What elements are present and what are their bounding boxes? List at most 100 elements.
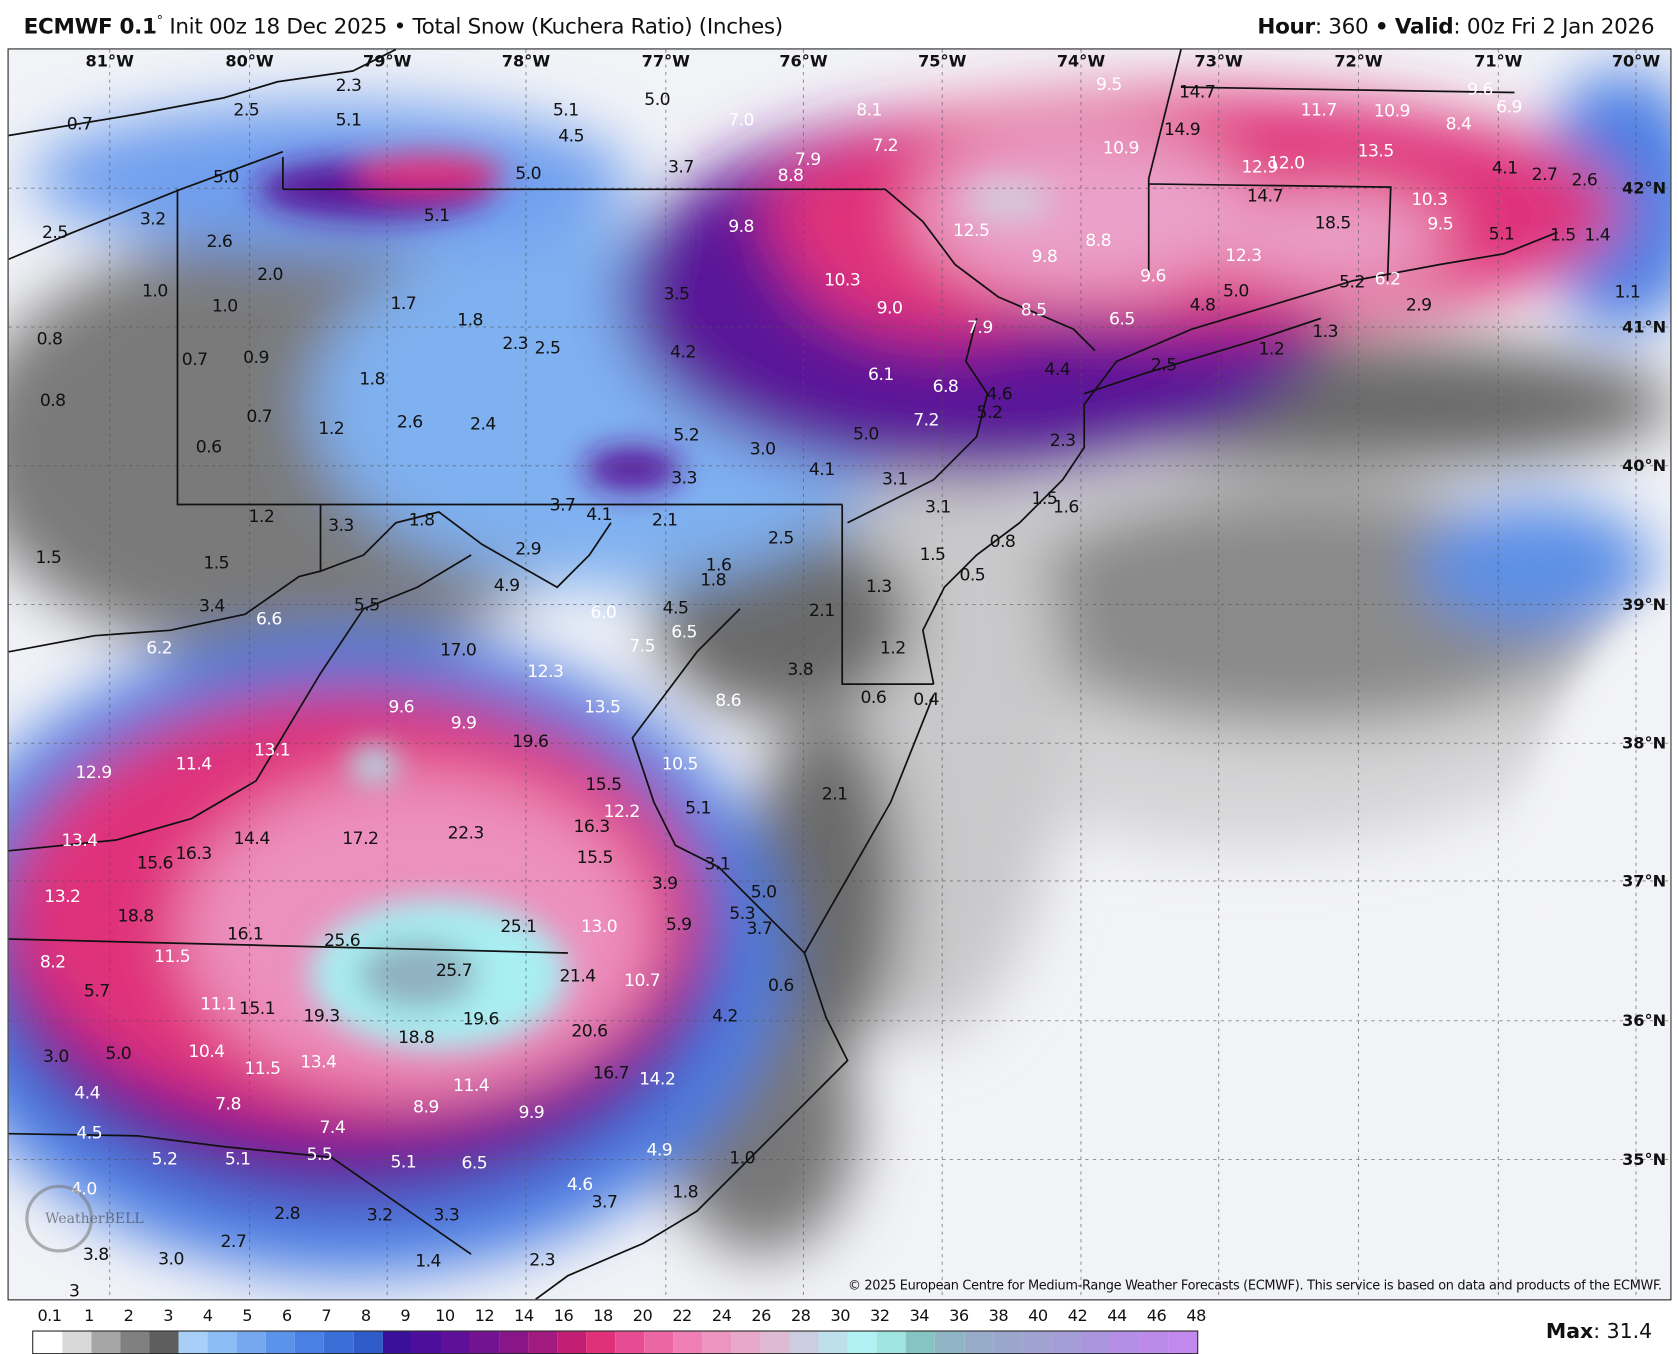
snow-total-label: 5.1 (224, 1148, 251, 1169)
snow-total-label: 8.2 (39, 951, 66, 972)
legend-color-swatch (586, 1331, 616, 1354)
snow-total-label: 4.4 (1044, 358, 1071, 380)
legend-color-swatch (207, 1331, 237, 1354)
legend-color-swatch (877, 1331, 907, 1354)
snow-total-label: 9.9 (450, 712, 477, 734)
snow-total-label: 7.4 (319, 1117, 346, 1138)
logo-text: WeatherBELL (45, 1211, 144, 1228)
snow-total-label: 2.6 (206, 230, 233, 252)
color-legend-bar (32, 1330, 1199, 1354)
snow-total-label: 13.0 (581, 915, 618, 937)
snow-total-label: 4.1 (586, 503, 612, 525)
snow-total-label: 13.5 (1357, 140, 1395, 161)
snow-total-label: 6.2 (1374, 268, 1401, 289)
snow-total-label: 0.8 (39, 389, 66, 411)
snow-total-label: 1.2 (879, 637, 906, 658)
snow-total-label: 1.1 (1614, 281, 1641, 302)
logo-globe-icon (25, 1184, 94, 1253)
snow-total-label: 12.5 (953, 219, 990, 241)
snow-total-label: 0.4 (913, 688, 939, 710)
legend-tick-label: 4 (202, 1305, 213, 1326)
snow-total-label: 3.2 (139, 208, 166, 229)
longitude-label: 78°W (501, 51, 551, 71)
legend-tick-label: 24 (711, 1305, 732, 1326)
snow-total-label: 0.8 (36, 328, 63, 350)
hour-value: : 360 (1314, 12, 1369, 39)
snow-total-label: 3.3 (328, 514, 354, 536)
snow-total-label: 2.3 (1049, 429, 1076, 451)
legend-tick-label: 32 (870, 1305, 890, 1326)
snow-total-label: 8.8 (777, 165, 804, 186)
snow-total-label: 5.5 (306, 1143, 333, 1165)
snow-total-label: 2.1 (651, 509, 678, 530)
snow-total-label: 1.5 (35, 546, 62, 568)
latitude-label: 36°N (1622, 1011, 1667, 1031)
snow-total-label: 5.1 (552, 99, 579, 120)
legend-color-swatch (382, 1331, 412, 1354)
snow-total-label: 3.1 (882, 468, 908, 489)
legend-tick-label: 20 (632, 1305, 653, 1326)
snow-total-label: 12.9 (75, 762, 112, 783)
longitude-label: 77°W (641, 51, 690, 71)
snow-total-label: 4.1 (1491, 157, 1518, 179)
legend-tick-label: 3 (163, 1305, 173, 1326)
snow-total-label: 25.7 (435, 959, 473, 981)
snow-total-label: 3.1 (925, 496, 951, 517)
legend-color-swatch (149, 1331, 179, 1354)
snow-total-label: 1.8 (700, 569, 727, 590)
snow-total-label: 16.1 (227, 923, 264, 944)
legend-tick-label: 38 (988, 1305, 1009, 1326)
snow-total-label: 15.1 (238, 997, 276, 1019)
snow-field (8, 49, 1671, 1300)
snow-total-label: 10.9 (1102, 137, 1140, 158)
snow-total-label: 3.7 (591, 1191, 618, 1212)
longitude-label: 70°W (1611, 51, 1661, 71)
product-name: Total Snow (Kuchera Ratio) (Inches) (412, 12, 783, 39)
legend-tick-label: 12 (474, 1305, 495, 1326)
snow-total-label: 7.5 (629, 635, 656, 656)
map-area[interactable]: 81°W 80°W 79°W 78°W 77°W 76°W 75°W 74°W 73°W 72°W… (7, 48, 1672, 1301)
snow-total-label: 19.3 (303, 1005, 341, 1026)
snow-total-label: 5.1 (335, 109, 362, 130)
snow-total-label: 3.3 (433, 1204, 460, 1225)
legend-color-swatch (556, 1331, 587, 1354)
snow-total-label: 4.6 (986, 383, 1013, 404)
legend-color-swatch (993, 1331, 1023, 1354)
init-time: Init 00z 18 Dec 2025 (169, 12, 388, 39)
snow-total-label: 3.0 (749, 438, 776, 459)
legend-tick-label: 8 (360, 1305, 371, 1326)
legend-color-swatch (324, 1331, 354, 1354)
snow-total-label: 6.6 (256, 608, 282, 629)
snow-total-label: 2.5 (1150, 354, 1177, 375)
snow-total-label: 25.6 (323, 929, 361, 951)
snow-total-label: 1.2 (1258, 338, 1285, 359)
legend-tick-label: 44 (1107, 1305, 1127, 1326)
snow-total-label: 8.5 (1020, 299, 1047, 320)
model-name: ECMWF 0.1 (23, 12, 157, 39)
snow-total-label: 18.5 (1314, 212, 1352, 233)
snow-total-label: 7.0 (728, 109, 754, 130)
snow-total-label: 18.8 (117, 905, 154, 926)
legend-tick-label: 1 (84, 1305, 94, 1326)
snow-total-label: 0.5 (959, 564, 986, 585)
degree-symbol: ° (156, 13, 163, 29)
legend-color-swatch (469, 1331, 499, 1354)
snow-total-label: 11.5 (244, 1057, 281, 1079)
snow-total-label: 13.2 (44, 885, 81, 907)
snow-total-label: 1.8 (359, 368, 386, 389)
legend-color-swatch (236, 1331, 267, 1354)
legend-tick-label: 36 (949, 1305, 969, 1326)
snow-total-label: 1.4 (1584, 224, 1611, 245)
snow-total-label: 2.5 (233, 99, 260, 120)
valid-label: Valid (1394, 12, 1454, 39)
snow-total-label: 4.4 (74, 1082, 101, 1104)
snow-total-label: 1.8 (408, 509, 435, 530)
snow-total-label: 5.0 (515, 162, 542, 184)
snow-total-label: 2.1 (821, 783, 848, 805)
legend-color-swatch (1080, 1331, 1110, 1354)
snow-total-label: 2.3 (502, 332, 529, 354)
snow-total-label: 1.5 (919, 543, 946, 565)
snow-total-label: 5.1 (1488, 223, 1515, 244)
snow-total-label: 3 (69, 1280, 80, 1301)
